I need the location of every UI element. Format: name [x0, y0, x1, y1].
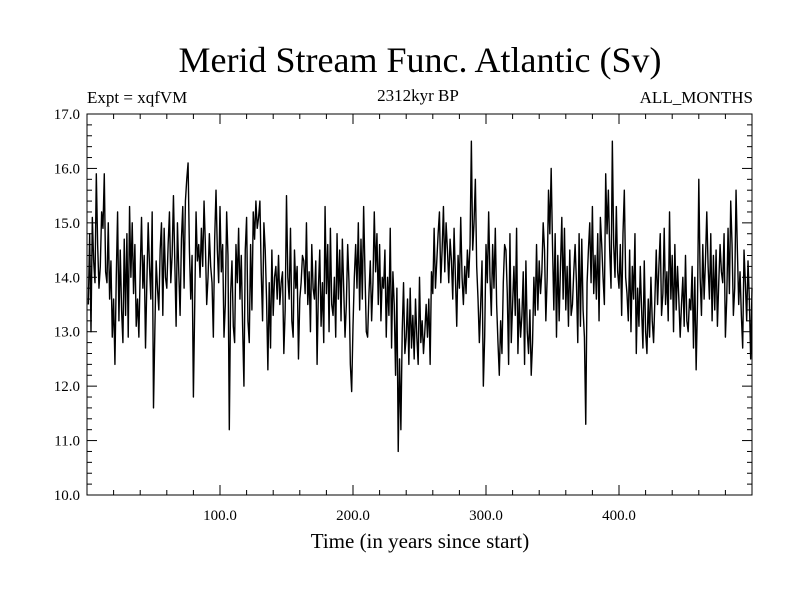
x-tick-label: 300.0: [469, 508, 503, 524]
y-tick-label: 10.0: [54, 488, 80, 504]
experiment-label: Expt = xqfVM: [87, 88, 187, 107]
y-tick-label: 17.0: [54, 107, 80, 123]
x-tick-label: 400.0: [602, 508, 636, 524]
x-tick-label: 100.0: [203, 508, 237, 524]
y-tick-label: 11.0: [54, 434, 80, 450]
y-tick-label: 16.0: [54, 161, 80, 177]
y-tick-label: 12.0: [54, 379, 80, 395]
plot-frame: [86, 113, 753, 496]
months-label: ALL_MONTHS: [640, 88, 753, 107]
series-line-atlantic-msf: [87, 140, 753, 453]
chart-title: Merid Stream Func. Atlantic (Sv): [179, 40, 662, 80]
y-tick-label: 15.0: [54, 216, 80, 232]
axis-ticks: 10.0 11.0 12.0 13.0 14.0 15.0 16.0 17.0 100.0 200…: [54, 107, 752, 524]
period-label: 2312kyr BP: [377, 86, 459, 105]
x-tick-label: 200.0: [336, 508, 370, 524]
x-axis-label: Time (in years since start): [311, 529, 530, 553]
y-tick-label: 14.0: [54, 270, 80, 286]
y-tick-label: 13.0: [54, 325, 80, 341]
